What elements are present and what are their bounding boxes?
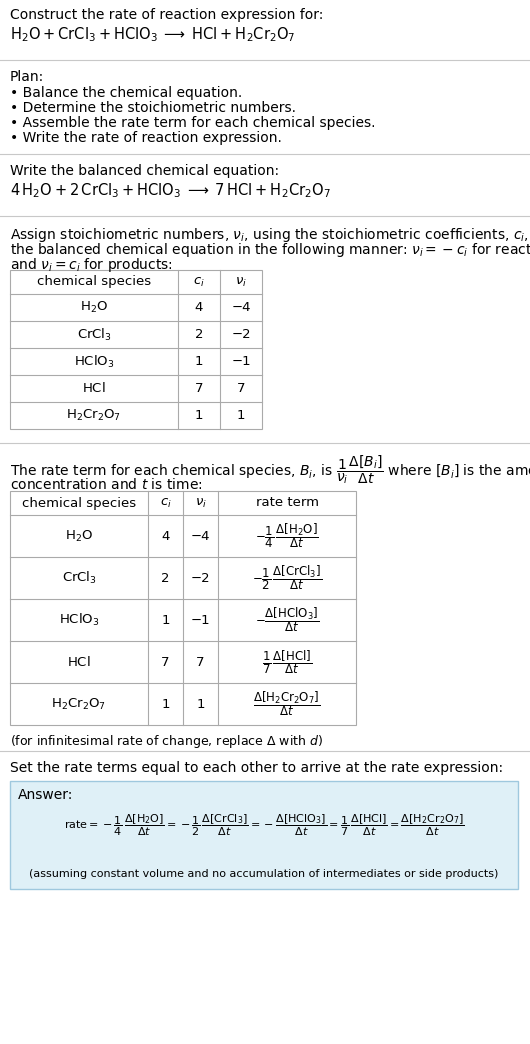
Text: and $\nu_i = c_i$ for products:: and $\nu_i = c_i$ for products: [10, 256, 173, 274]
Text: $\nu_i$: $\nu_i$ [235, 276, 247, 288]
Text: 2: 2 [195, 328, 203, 341]
Text: $-\dfrac{1}{2}\,\dfrac{\Delta[\mathrm{CrCl_3}]}{\Delta t}$: $-\dfrac{1}{2}\,\dfrac{\Delta[\mathrm{Cr… [252, 564, 322, 592]
Text: (for infinitesimal rate of change, replace Δ with $d$): (for infinitesimal rate of change, repla… [10, 733, 323, 750]
Text: −4: −4 [191, 529, 210, 543]
Text: • Determine the stoichiometric numbers.: • Determine the stoichiometric numbers. [10, 101, 296, 115]
Text: $\mathrm{H_2Cr_2O_7}$: $\mathrm{H_2Cr_2O_7}$ [51, 696, 107, 712]
Text: −2: −2 [191, 571, 210, 585]
Text: 1: 1 [161, 614, 170, 626]
Text: 1: 1 [237, 409, 245, 422]
Text: The rate term for each chemical species, $B_i$, is $\dfrac{1}{\nu_i}\dfrac{\Delt: The rate term for each chemical species,… [10, 453, 530, 485]
Text: $\mathrm{CrCl_3}$: $\mathrm{CrCl_3}$ [61, 570, 96, 586]
Text: $\mathrm{H_2O + CrCl_3 + HClO_3 \;\longrightarrow\; HCl + H_2Cr_2O_7}$: $\mathrm{H_2O + CrCl_3 + HClO_3 \;\longr… [10, 25, 296, 44]
Text: $-\dfrac{\Delta[\mathrm{HClO_3}]}{\Delta t}$: $-\dfrac{\Delta[\mathrm{HClO_3}]}{\Delta… [255, 606, 319, 635]
Text: $\mathrm{4\,H_2O + 2\,CrCl_3 + HClO_3 \;\longrightarrow\; 7\,HCl + H_2Cr_2O_7}$: $\mathrm{4\,H_2O + 2\,CrCl_3 + HClO_3 \;… [10, 181, 331, 199]
Text: Set the rate terms equal to each other to arrive at the rate expression:: Set the rate terms equal to each other t… [10, 761, 503, 775]
Text: (assuming constant volume and no accumulation of intermediates or side products): (assuming constant volume and no accumul… [29, 869, 499, 879]
Text: 1: 1 [196, 697, 205, 711]
Text: $\dfrac{\Delta[\mathrm{H_2Cr_2O_7}]}{\Delta t}$: $\dfrac{\Delta[\mathrm{H_2Cr_2O_7}]}{\De… [253, 690, 321, 718]
Text: $\mathrm{H_2O}$: $\mathrm{H_2O}$ [80, 300, 108, 315]
Text: $-\dfrac{1}{4}\,\dfrac{\Delta[\mathrm{H_2O}]}{\Delta t}$: $-\dfrac{1}{4}\,\dfrac{\Delta[\mathrm{H_… [255, 522, 319, 550]
Text: • Write the rate of reaction expression.: • Write the rate of reaction expression. [10, 130, 282, 145]
Text: $\mathrm{H_2Cr_2O_7}$: $\mathrm{H_2Cr_2O_7}$ [66, 408, 121, 423]
Text: Answer:: Answer: [18, 788, 73, 802]
Text: the balanced chemical equation in the following manner: $\nu_i = -c_i$ for react: the balanced chemical equation in the fo… [10, 241, 530, 259]
Text: Assign stoichiometric numbers, $\nu_i$, using the stoichiometric coefficients, $: Assign stoichiometric numbers, $\nu_i$, … [10, 226, 530, 244]
Text: $c_i$: $c_i$ [160, 497, 171, 509]
Text: $c_i$: $c_i$ [193, 276, 205, 288]
Text: $\nu_i$: $\nu_i$ [195, 497, 207, 509]
Text: $\mathrm{HClO_3}$: $\mathrm{HClO_3}$ [74, 354, 114, 370]
Text: −1: −1 [191, 614, 210, 626]
Text: $\mathrm{CrCl_3}$: $\mathrm{CrCl_3}$ [76, 327, 111, 342]
Text: $\mathrm{rate} = -\dfrac{1}{4}\,\dfrac{\Delta[\mathrm{H_2O}]}{\Delta t} = -\dfra: $\mathrm{rate} = -\dfrac{1}{4}\,\dfrac{\… [64, 812, 464, 837]
FancyBboxPatch shape [10, 781, 518, 889]
Text: 7: 7 [237, 382, 245, 395]
Text: −4: −4 [231, 301, 251, 314]
Text: −2: −2 [231, 328, 251, 341]
Text: Plan:: Plan: [10, 70, 44, 84]
Text: 1: 1 [195, 355, 203, 367]
Text: $\mathrm{HClO_3}$: $\mathrm{HClO_3}$ [59, 612, 99, 628]
Text: 1: 1 [161, 697, 170, 711]
Text: 7: 7 [195, 382, 203, 395]
Text: 7: 7 [161, 656, 170, 668]
Text: rate term: rate term [255, 497, 319, 509]
Text: chemical species: chemical species [37, 276, 151, 288]
Text: • Assemble the rate term for each chemical species.: • Assemble the rate term for each chemic… [10, 116, 375, 130]
Text: chemical species: chemical species [22, 497, 136, 509]
Text: $\mathrm{H_2O}$: $\mathrm{H_2O}$ [65, 528, 93, 544]
Text: Write the balanced chemical equation:: Write the balanced chemical equation: [10, 164, 279, 177]
Text: Construct the rate of reaction expression for:: Construct the rate of reaction expressio… [10, 8, 323, 22]
Text: $\dfrac{1}{7}\,\dfrac{\Delta[\mathrm{HCl}]}{\Delta t}$: $\dfrac{1}{7}\,\dfrac{\Delta[\mathrm{HCl… [262, 648, 312, 675]
Text: 1: 1 [195, 409, 203, 422]
Text: $\mathrm{HCl}$: $\mathrm{HCl}$ [67, 655, 91, 669]
Text: 2: 2 [161, 571, 170, 585]
Text: 4: 4 [195, 301, 203, 314]
Text: 4: 4 [161, 529, 170, 543]
Text: $\mathrm{HCl}$: $\mathrm{HCl}$ [82, 381, 106, 396]
Bar [10, 491, 356, 725]
Text: • Balance the chemical equation.: • Balance the chemical equation. [10, 86, 242, 100]
Text: 7: 7 [196, 656, 205, 668]
Bar [10, 270, 262, 429]
Text: −1: −1 [231, 355, 251, 367]
Text: concentration and $t$ is time:: concentration and $t$ is time: [10, 477, 202, 492]
